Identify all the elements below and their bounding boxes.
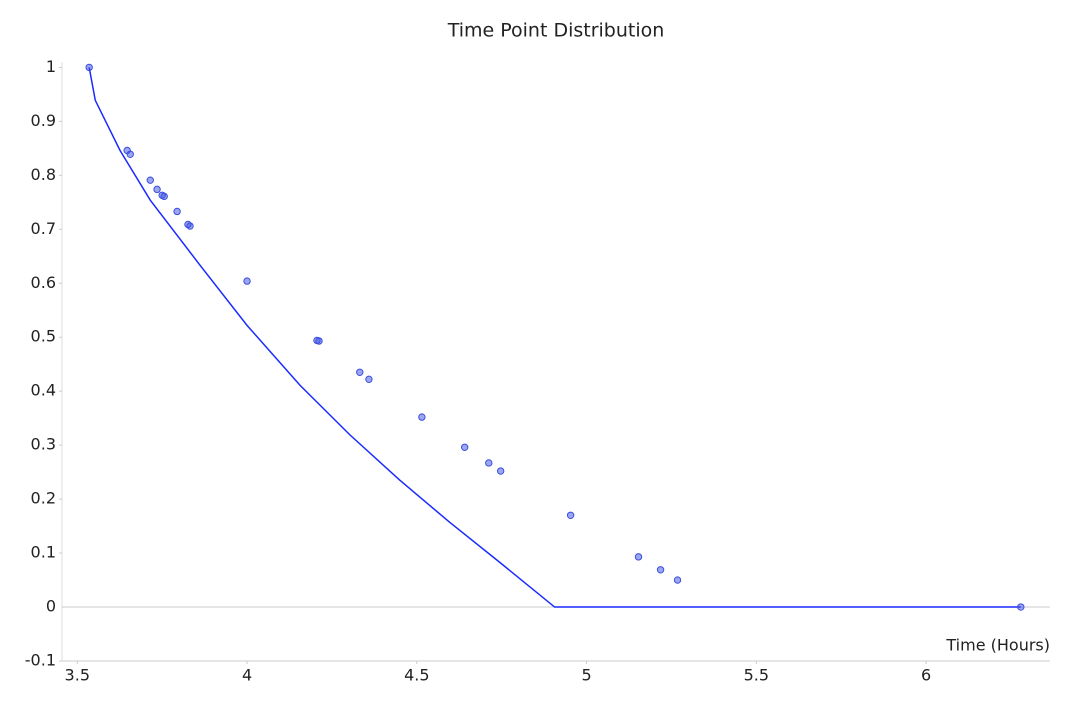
point xyxy=(673,576,682,584)
x-tick-label: 5 xyxy=(581,666,591,685)
point xyxy=(153,185,161,194)
x-axis-label: Time (Hours) xyxy=(945,636,1050,655)
y-tick-label: 0.9 xyxy=(31,111,56,130)
x-tick-label: 6 xyxy=(921,666,931,685)
curve xyxy=(88,67,1021,608)
y-tick-label: 0.8 xyxy=(31,165,56,184)
y-tick-label: 0.3 xyxy=(31,435,56,454)
point xyxy=(173,207,181,216)
point xyxy=(1017,603,1025,611)
y-tick-label: 0.1 xyxy=(31,543,56,562)
point xyxy=(418,413,426,421)
point xyxy=(315,337,323,345)
point xyxy=(496,467,505,475)
y-tick-label: 0.4 xyxy=(31,381,56,400)
x-tick-label: 4.5 xyxy=(404,666,429,685)
point xyxy=(634,553,643,561)
x-tick-label: 4 xyxy=(242,666,252,685)
y-tick-label: 0.7 xyxy=(31,219,56,238)
point xyxy=(126,150,134,158)
point xyxy=(160,192,168,201)
point xyxy=(146,176,154,184)
chart-title: Time Point Distribution xyxy=(447,20,665,42)
y-tick-label: 0 xyxy=(46,597,56,616)
point xyxy=(243,277,251,285)
point xyxy=(485,459,493,467)
point xyxy=(186,222,194,230)
point xyxy=(365,375,373,384)
point xyxy=(85,63,93,72)
point xyxy=(460,443,469,452)
y-tick-label: 1 xyxy=(46,57,56,76)
x-tick-label: 5.5 xyxy=(744,666,769,685)
y-tick-label: 0.6 xyxy=(31,273,56,292)
point xyxy=(656,566,665,574)
point xyxy=(566,511,575,519)
y-tick-label: -0.1 xyxy=(25,651,56,670)
y-tick-label: 0.5 xyxy=(31,327,56,346)
point xyxy=(356,368,364,376)
y-tick-label: 0.2 xyxy=(31,489,56,508)
x-tick-label: 3.5 xyxy=(65,666,90,685)
